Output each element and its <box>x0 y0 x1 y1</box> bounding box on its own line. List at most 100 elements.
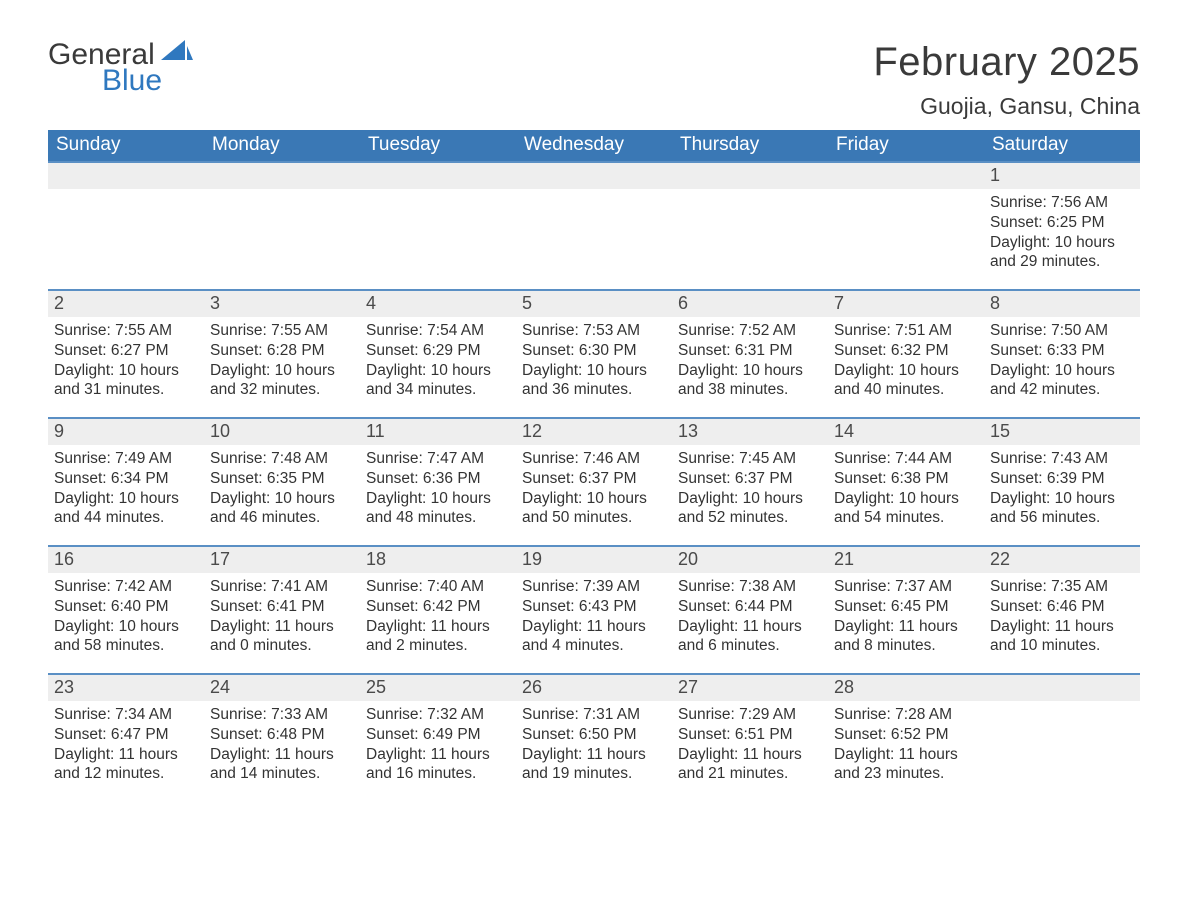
sunrise-line: Sunrise: 7:32 AM <box>366 705 510 725</box>
sunrise-line: Sunrise: 7:55 AM <box>210 321 354 341</box>
day-number: 23 <box>48 675 204 701</box>
sunset-line: Sunset: 6:37 PM <box>678 469 822 489</box>
day-number: 25 <box>360 675 516 701</box>
day-details: Sunrise: 7:28 AMSunset: 6:52 PMDaylight:… <box>828 701 984 788</box>
sunrise-line: Sunrise: 7:33 AM <box>210 705 354 725</box>
sunset-line: Sunset: 6:37 PM <box>522 469 666 489</box>
header: General Blue February 2025 Guojia, Gansu… <box>48 40 1140 120</box>
empty-day <box>204 163 360 289</box>
day-cell: 3Sunrise: 7:55 AMSunset: 6:28 PMDaylight… <box>204 291 360 417</box>
sunrise-line: Sunrise: 7:29 AM <box>678 705 822 725</box>
day-cell: 23Sunrise: 7:34 AMSunset: 6:47 PMDayligh… <box>48 675 204 801</box>
sunset-line: Sunset: 6:42 PM <box>366 597 510 617</box>
sunset-line: Sunset: 6:36 PM <box>366 469 510 489</box>
day-cell: 6Sunrise: 7:52 AMSunset: 6:31 PMDaylight… <box>672 291 828 417</box>
sunset-line: Sunset: 6:28 PM <box>210 341 354 361</box>
sunrise-line: Sunrise: 7:42 AM <box>54 577 198 597</box>
sunset-line: Sunset: 6:34 PM <box>54 469 198 489</box>
day-cell: 10Sunrise: 7:48 AMSunset: 6:35 PMDayligh… <box>204 419 360 545</box>
day-number: 19 <box>516 547 672 573</box>
day-details: Sunrise: 7:54 AMSunset: 6:29 PMDaylight:… <box>360 317 516 404</box>
sunset-line: Sunset: 6:31 PM <box>678 341 822 361</box>
sunset-line: Sunset: 6:41 PM <box>210 597 354 617</box>
day-details: Sunrise: 7:55 AMSunset: 6:27 PMDaylight:… <box>48 317 204 404</box>
empty-day <box>360 163 516 289</box>
sunset-line: Sunset: 6:49 PM <box>366 725 510 745</box>
day-details: Sunrise: 7:39 AMSunset: 6:43 PMDaylight:… <box>516 573 672 660</box>
day-number: 27 <box>672 675 828 701</box>
sunrise-line: Sunrise: 7:41 AM <box>210 577 354 597</box>
week-row: 1Sunrise: 7:56 AMSunset: 6:25 PMDaylight… <box>48 161 1140 289</box>
day-number: 14 <box>828 419 984 445</box>
sunrise-line: Sunrise: 7:35 AM <box>990 577 1134 597</box>
sunrise-line: Sunrise: 7:46 AM <box>522 449 666 469</box>
daylight-line: Daylight: 10 hours and 40 minutes. <box>834 361 978 401</box>
sunset-line: Sunset: 6:43 PM <box>522 597 666 617</box>
empty-day <box>48 163 204 289</box>
daylight-line: Daylight: 11 hours and 12 minutes. <box>54 745 198 785</box>
daylight-line: Daylight: 10 hours and 32 minutes. <box>210 361 354 401</box>
daylight-line: Daylight: 10 hours and 56 minutes. <box>990 489 1134 529</box>
day-details: Sunrise: 7:53 AMSunset: 6:30 PMDaylight:… <box>516 317 672 404</box>
daylight-line: Daylight: 10 hours and 50 minutes. <box>522 489 666 529</box>
day-details: Sunrise: 7:43 AMSunset: 6:39 PMDaylight:… <box>984 445 1140 532</box>
week-row: 9Sunrise: 7:49 AMSunset: 6:34 PMDaylight… <box>48 417 1140 545</box>
day-cell: 19Sunrise: 7:39 AMSunset: 6:43 PMDayligh… <box>516 547 672 673</box>
day-number: 4 <box>360 291 516 317</box>
sunrise-line: Sunrise: 7:43 AM <box>990 449 1134 469</box>
day-cell: 15Sunrise: 7:43 AMSunset: 6:39 PMDayligh… <box>984 419 1140 545</box>
sunset-line: Sunset: 6:48 PM <box>210 725 354 745</box>
day-of-week-row: SundayMondayTuesdayWednesdayThursdayFrid… <box>48 130 1140 161</box>
logo: General Blue <box>48 40 193 96</box>
sunrise-line: Sunrise: 7:54 AM <box>366 321 510 341</box>
day-details: Sunrise: 7:33 AMSunset: 6:48 PMDaylight:… <box>204 701 360 788</box>
daylight-line: Daylight: 11 hours and 4 minutes. <box>522 617 666 657</box>
sunrise-line: Sunrise: 7:44 AM <box>834 449 978 469</box>
dow-tuesday: Tuesday <box>360 130 516 161</box>
day-details: Sunrise: 7:37 AMSunset: 6:45 PMDaylight:… <box>828 573 984 660</box>
sunset-line: Sunset: 6:46 PM <box>990 597 1134 617</box>
sunset-line: Sunset: 6:44 PM <box>678 597 822 617</box>
day-details: Sunrise: 7:42 AMSunset: 6:40 PMDaylight:… <box>48 573 204 660</box>
day-number: 21 <box>828 547 984 573</box>
dow-sunday: Sunday <box>48 130 204 161</box>
sunrise-line: Sunrise: 7:39 AM <box>522 577 666 597</box>
dow-friday: Friday <box>828 130 984 161</box>
daylight-line: Daylight: 11 hours and 10 minutes. <box>990 617 1134 657</box>
day-cell: 28Sunrise: 7:28 AMSunset: 6:52 PMDayligh… <box>828 675 984 801</box>
sunrise-line: Sunrise: 7:55 AM <box>54 321 198 341</box>
daylight-line: Daylight: 10 hours and 31 minutes. <box>54 361 198 401</box>
month-title: February 2025 <box>873 40 1140 85</box>
day-cell: 9Sunrise: 7:49 AMSunset: 6:34 PMDaylight… <box>48 419 204 545</box>
daylight-line: Daylight: 10 hours and 54 minutes. <box>834 489 978 529</box>
week-row: 23Sunrise: 7:34 AMSunset: 6:47 PMDayligh… <box>48 673 1140 801</box>
day-number <box>828 163 984 189</box>
day-cell: 26Sunrise: 7:31 AMSunset: 6:50 PMDayligh… <box>516 675 672 801</box>
day-cell: 13Sunrise: 7:45 AMSunset: 6:37 PMDayligh… <box>672 419 828 545</box>
empty-day <box>672 163 828 289</box>
sunset-line: Sunset: 6:29 PM <box>366 341 510 361</box>
day-cell: 4Sunrise: 7:54 AMSunset: 6:29 PMDaylight… <box>360 291 516 417</box>
dow-wednesday: Wednesday <box>516 130 672 161</box>
logo-word-blue: Blue <box>102 66 193 96</box>
day-number: 18 <box>360 547 516 573</box>
sunset-line: Sunset: 6:39 PM <box>990 469 1134 489</box>
sunset-line: Sunset: 6:25 PM <box>990 213 1134 233</box>
day-number: 6 <box>672 291 828 317</box>
sunrise-line: Sunrise: 7:53 AM <box>522 321 666 341</box>
day-number: 26 <box>516 675 672 701</box>
day-number <box>984 675 1140 701</box>
sunrise-line: Sunrise: 7:51 AM <box>834 321 978 341</box>
day-cell: 11Sunrise: 7:47 AMSunset: 6:36 PMDayligh… <box>360 419 516 545</box>
day-number <box>48 163 204 189</box>
day-cell: 8Sunrise: 7:50 AMSunset: 6:33 PMDaylight… <box>984 291 1140 417</box>
day-number: 28 <box>828 675 984 701</box>
day-cell: 21Sunrise: 7:37 AMSunset: 6:45 PMDayligh… <box>828 547 984 673</box>
day-details: Sunrise: 7:38 AMSunset: 6:44 PMDaylight:… <box>672 573 828 660</box>
empty-day <box>984 675 1140 801</box>
sunset-line: Sunset: 6:38 PM <box>834 469 978 489</box>
sunrise-line: Sunrise: 7:47 AM <box>366 449 510 469</box>
sunrise-line: Sunrise: 7:28 AM <box>834 705 978 725</box>
sunset-line: Sunset: 6:30 PM <box>522 341 666 361</box>
sunrise-line: Sunrise: 7:49 AM <box>54 449 198 469</box>
